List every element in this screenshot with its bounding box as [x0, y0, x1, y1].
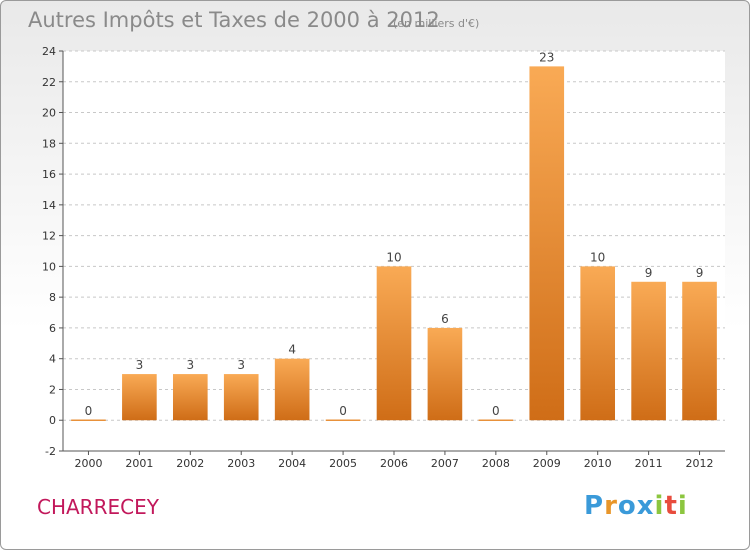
- data-label: 0: [85, 404, 93, 418]
- data-label: 3: [237, 358, 245, 372]
- y-tick-label: 10: [42, 260, 56, 273]
- chart-title: Autres Impôts et Taxes de 2000 à 2012: [28, 8, 440, 32]
- logo-letter: x: [636, 491, 655, 521]
- bar-2011: [631, 281, 666, 421]
- x-tick-label: 2005: [329, 457, 357, 470]
- bar-2002: [172, 374, 208, 421]
- y-tick-label: 24: [42, 45, 56, 58]
- y-tick-label: 8: [49, 291, 56, 304]
- x-tick-label: 2001: [125, 457, 153, 470]
- y-tick-label: 6: [49, 322, 56, 335]
- x-tick-label: 2007: [431, 457, 459, 470]
- bar-2010: [580, 266, 616, 421]
- y-tick-label: 18: [42, 137, 56, 150]
- x-tick-label: 2004: [278, 457, 306, 470]
- y-tick-label: 0: [49, 414, 56, 427]
- y-tick-label: 16: [42, 168, 56, 181]
- y-tick-label: 20: [42, 107, 56, 120]
- bar-2001: [122, 374, 157, 421]
- data-label: 4: [288, 343, 296, 357]
- y-tick-label: 22: [42, 76, 56, 89]
- y-tick-label: 14: [42, 199, 56, 212]
- y-tick-label: -2: [45, 445, 56, 458]
- data-label: 23: [539, 50, 554, 64]
- data-label: 9: [696, 266, 704, 280]
- data-label: 0: [339, 404, 347, 418]
- x-tick-label: 2000: [74, 457, 102, 470]
- data-label: 0: [492, 404, 500, 418]
- x-tick-label: 2008: [482, 457, 510, 470]
- x-tick-label: 2006: [380, 457, 408, 470]
- x-tick-label: 2011: [635, 457, 663, 470]
- x-tick-label: 2003: [227, 457, 255, 470]
- data-label: 3: [186, 358, 194, 372]
- y-tick-label: 4: [49, 353, 56, 366]
- y-tick-label: 12: [42, 230, 56, 243]
- proxiti-logo[interactable]: Proxiti: [584, 491, 688, 521]
- bar-2004: [274, 358, 310, 421]
- bar-2012: [682, 281, 717, 421]
- logo-letter: i: [677, 491, 688, 521]
- data-label: 6: [441, 312, 449, 326]
- commune-name: CHARRECEY: [37, 495, 159, 519]
- x-tick-label: 2009: [533, 457, 561, 470]
- labels: -202468101214161820222402000320013200232…: [42, 45, 714, 470]
- logo-letter: P: [584, 491, 605, 521]
- data-label: 3: [136, 358, 144, 372]
- logo-letter: o: [617, 491, 637, 521]
- logo-letter: r: [604, 491, 618, 521]
- bars: [71, 66, 717, 421]
- y-tick-label: 2: [49, 383, 56, 396]
- bar-2009: [529, 66, 565, 421]
- data-label: 10: [590, 250, 605, 264]
- logo-letter: i: [654, 491, 665, 521]
- axes: [59, 50, 725, 455]
- x-tick-label: 2002: [176, 457, 204, 470]
- bar-2003: [223, 374, 259, 421]
- x-tick-label: 2012: [686, 457, 714, 470]
- x-tick-label: 2010: [584, 457, 612, 470]
- bar-2006: [376, 266, 412, 421]
- chart-subtitle: (en milliers d'€): [393, 17, 480, 30]
- bar-2007: [427, 327, 463, 421]
- logo-letter: t: [664, 491, 678, 521]
- data-label: 9: [645, 266, 653, 280]
- data-label: 10: [386, 250, 401, 264]
